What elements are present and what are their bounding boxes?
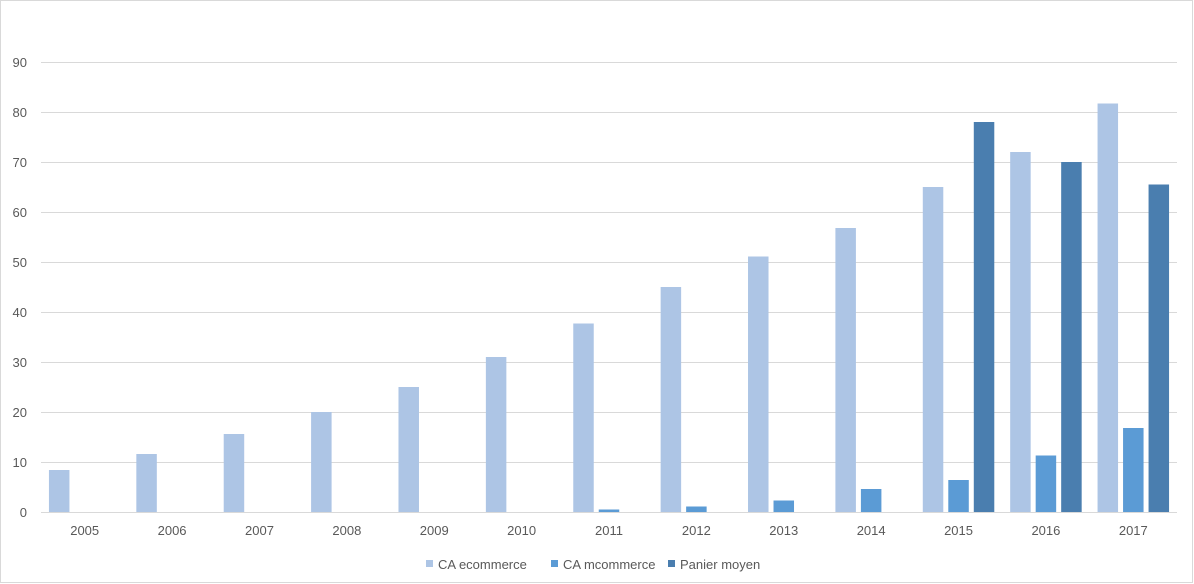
y-tick-label: 80 [13, 105, 27, 120]
bar-ca-ecommerce-2013 [748, 256, 769, 512]
bar-panier-moyen-2017 [1148, 184, 1170, 512]
y-tick-label: 90 [13, 55, 27, 70]
bar-ca-mcommerce-2012 [686, 506, 707, 512]
x-tick-label: 2015 [944, 523, 973, 538]
y-tick-label: 50 [13, 255, 27, 270]
bar-ca-mcommerce-2014 [860, 489, 882, 512]
bar-ca-mcommerce-2011 [598, 509, 620, 512]
bar-ca-mcommerce-2015 [948, 480, 969, 512]
legend-label: Panier moyen [680, 557, 760, 572]
x-tick-label: 2006 [158, 523, 187, 538]
x-tick-label: 2010 [507, 523, 536, 538]
legend-label: CA mcommerce [563, 557, 655, 572]
bar-ca-mcommerce-2017 [1123, 428, 1144, 512]
y-tick-label: 30 [13, 355, 27, 370]
bar-panier-moyen-2016 [1061, 162, 1082, 512]
bar-ca-ecommerce-2009 [398, 387, 419, 512]
x-tick-label: 2007 [245, 523, 274, 538]
y-tick-label: 40 [13, 305, 27, 320]
y-tick-label: 60 [13, 205, 27, 220]
x-tick-label: 2017 [1119, 523, 1148, 538]
legend-swatch [426, 560, 433, 567]
bar-ca-ecommerce-2012 [660, 287, 682, 512]
y-tick-label: 10 [13, 455, 27, 470]
bar-ca-ecommerce-2005 [48, 470, 70, 512]
x-tick-label: 2014 [857, 523, 886, 538]
legend: CA ecommerce CA mcommerce Panier moyen [426, 557, 760, 572]
bar-ca-ecommerce-2016 [1010, 152, 1031, 512]
bar-ca-ecommerce-2006 [136, 454, 157, 512]
x-tick-label: 2016 [1031, 523, 1060, 538]
x-tick-label: 2008 [332, 523, 361, 538]
bar-ca-mcommerce-2013 [773, 500, 795, 512]
legend-label: CA ecommerce [438, 557, 527, 572]
bar-ca-ecommerce-2014 [835, 228, 856, 512]
bar-ca-ecommerce-2010 [485, 357, 507, 512]
bar-panier-moyen-2015 [973, 122, 995, 512]
bar-ca-mcommerce-2016 [1035, 455, 1057, 512]
bar-ca-ecommerce-2011 [573, 323, 594, 512]
x-tick-label: 2013 [769, 523, 798, 538]
y-axis-ticks: 0 10 20 30 40 50 60 70 80 90 [13, 55, 27, 520]
x-tick-label: 2011 [595, 523, 623, 538]
bar-ca-ecommerce-2017 [1097, 103, 1119, 512]
bar-ca-ecommerce-2008 [311, 412, 332, 512]
bars [48, 103, 1170, 512]
gridlines [41, 62, 1177, 463]
x-tick-label: 2005 [70, 523, 99, 538]
x-tick-label: 2009 [420, 523, 449, 538]
y-tick-label: 70 [13, 155, 27, 170]
legend-swatch [668, 560, 675, 567]
bar-ca-ecommerce-2015 [922, 187, 944, 512]
y-tick-label: 0 [20, 505, 27, 520]
y-tick-label: 20 [13, 405, 27, 420]
bar-ca-ecommerce-2007 [223, 434, 245, 512]
x-axis-ticks: 2005 2006 2007 2008 2009 2010 2011 2012 2013 2014… [70, 523, 1148, 538]
legend-swatch [551, 560, 558, 567]
x-tick-label: 2012 [682, 523, 711, 538]
